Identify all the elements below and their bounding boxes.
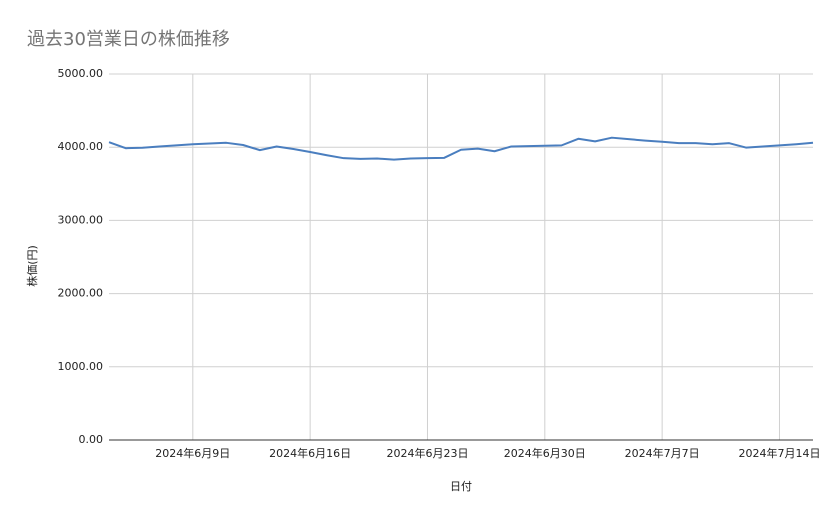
x-tick-label: 2024年6月16日 [269,446,351,460]
line-series [108,136,814,161]
chart-title: 過去30営業日の株価推移 [27,29,230,50]
x-tick-label: 2024年6月30日 [504,446,586,460]
y-tick-label: 0.00 [79,433,104,446]
y-tick-label: 4000.00 [58,140,104,153]
x-axis-label: 日付 [450,480,472,493]
y-tick-label: 1000.00 [58,360,104,373]
y-tick-label: 3000.00 [58,213,104,226]
y-axis-label: 株価(円) [25,245,39,287]
x-tick-label: 2024年6月9日 [155,446,230,460]
y-tick-label: 2000.00 [58,287,104,300]
x-tick-label: 2024年7月14日 [738,446,820,460]
x-tick-label: 2024年6月23日 [386,446,468,460]
x-tick-label: 2024年7月7日 [625,446,700,460]
y-tick-label: 5000.00 [58,67,104,80]
